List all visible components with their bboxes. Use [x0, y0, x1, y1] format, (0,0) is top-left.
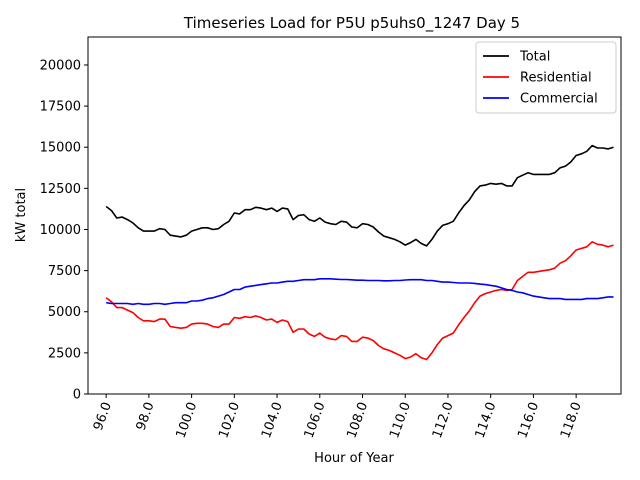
y-tick-label: 5000 [48, 305, 81, 320]
y-tick-label: 2500 [48, 346, 81, 361]
y-tick-label: 15000 [40, 141, 81, 156]
legend-label-total: Total [519, 50, 550, 65]
y-tick-label: 0 [73, 388, 81, 403]
y-axis-label: kW total [14, 188, 29, 242]
series-layer [105, 144, 614, 361]
legend-label-commercial: Commercial [520, 92, 598, 107]
legend-box [475, 41, 617, 114]
legend-label-residential: Residential [520, 71, 592, 86]
x-axis-label: Hour of Year [314, 451, 394, 466]
y-tick-label: 20000 [40, 58, 81, 73]
series-line-total [105, 144, 614, 247]
y-tick-label: 17500 [40, 100, 81, 115]
y-axis: 0 2500 5000 7500 10000 12500 15000 17500 20000 [40, 58, 88, 403]
y-tick-label: 10000 [40, 223, 81, 238]
plot-frame [87, 36, 622, 395]
series-line-commercial [106, 277, 614, 306]
y-tick-label: 12500 [40, 182, 81, 197]
legend: Total Residential Commercial [475, 41, 617, 114]
series-line-residential [105, 241, 614, 361]
y-tick-label: 7500 [48, 264, 81, 279]
chart-title: Timeseries Load for P5U p5uhs0_1247 Day … [183, 14, 520, 33]
